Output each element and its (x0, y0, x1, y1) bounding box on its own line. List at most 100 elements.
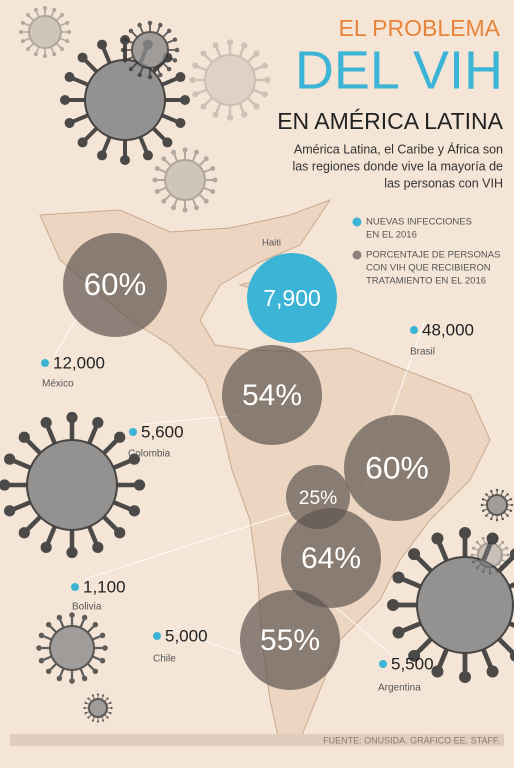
virus-spike-tip (91, 694, 94, 697)
virus-spike-tip (161, 156, 167, 162)
virus-body (49, 625, 95, 671)
virus-spike-tip (137, 22, 142, 28)
virus-spike-tip (241, 111, 248, 118)
virus-spike-tip (84, 701, 87, 704)
virus-body (131, 31, 169, 69)
region-name: Argentina (378, 683, 421, 694)
virus-spike-tip (96, 693, 100, 696)
virus-spike (489, 554, 507, 563)
virus-spike-tip (4, 505, 16, 517)
region-name: Brasil (410, 347, 435, 358)
virus-spike (476, 541, 491, 556)
virus-spike (184, 179, 214, 193)
virus-body (164, 159, 206, 201)
virus-spike-tip (26, 13, 31, 18)
treatment-circle (222, 345, 322, 445)
virus-spike-tip (182, 147, 188, 153)
virus-spike-tip (203, 198, 209, 204)
virus-spike-tip (40, 417, 52, 429)
virus-spike-tip (52, 7, 57, 12)
virus-spike-tip (471, 546, 475, 550)
virus-spike-tip (66, 546, 78, 559)
virus-spike-tip (97, 150, 108, 161)
virus-spike (35, 31, 46, 55)
infection-label: 12,000 (53, 353, 105, 372)
virus-spike-tip (40, 541, 52, 553)
virus-spike-tip (200, 50, 207, 57)
virus-spike-tip (106, 697, 109, 700)
virus-spike-tip (99, 657, 106, 664)
virus-spike-tip (175, 72, 186, 83)
virus-spike-tip (241, 42, 248, 49)
virus-spike-tip (253, 50, 260, 57)
virus-spike-tip (18, 431, 30, 443)
legend-text: TRATAMIENTO EN EL 2016 (366, 276, 486, 287)
virus-spike-tip (65, 39, 70, 44)
virus-spike (229, 79, 258, 108)
virus-spike-tip (84, 712, 87, 715)
virus-spike (229, 64, 266, 82)
virus-spike-tip (45, 668, 52, 675)
kicker: EL PROBLEMA (339, 15, 501, 41)
virus-spike-tip (510, 503, 514, 507)
virus-spike-tip (509, 498, 513, 501)
virus-spike-tip (87, 716, 90, 719)
region-name: Chile (153, 654, 176, 665)
virus-spike-tip (501, 566, 505, 570)
virus-spike-tip (99, 632, 106, 639)
virus-body (486, 494, 508, 516)
virus-spike (156, 167, 186, 181)
virus-spike-tip (212, 111, 219, 118)
virus-spike (214, 79, 232, 116)
virus-spike-tip (171, 205, 177, 211)
virus-spike-tip (480, 503, 484, 507)
virus-spike-tip (83, 706, 86, 710)
virus-spike-tip (506, 493, 509, 496)
infection-marker (379, 660, 387, 668)
virus-spike (473, 547, 491, 556)
virus-spike (27, 14, 46, 33)
virus-spike-tip (408, 548, 421, 561)
virus-decoration (480, 488, 514, 522)
virus-spike-tip (154, 188, 160, 194)
virus-body (26, 439, 118, 531)
virus-body (416, 556, 514, 654)
virus-spike-tip (392, 626, 405, 639)
infection-label: 5,600 (141, 422, 184, 441)
virus-spike-tip (128, 28, 134, 34)
virus-spike (22, 31, 46, 42)
virus-spike-tip (261, 91, 268, 98)
virus-spike-tip (154, 166, 160, 172)
treatment-label: 54% (242, 379, 302, 412)
virus-spike-tip (81, 675, 88, 682)
virus-spike-tip (408, 649, 421, 662)
virus-spike-tip (193, 205, 199, 211)
virus-spike-tip (501, 540, 505, 544)
virus-spike-tip (495, 488, 499, 492)
treatment-label: 25% (299, 488, 337, 509)
virus-spike-tip (19, 30, 23, 34)
virus-spike-tip (501, 517, 504, 521)
subtitle: EN AMÉRICA LATINA (277, 108, 503, 134)
virus-spike-tip (226, 114, 234, 121)
virus-spike-tip (481, 536, 485, 540)
virus-spike (473, 554, 491, 563)
virus-spike (228, 79, 246, 116)
virus-spike-tip (56, 614, 63, 621)
virus-spike (22, 22, 46, 33)
virus-spike-tip (56, 675, 63, 682)
virus-spike-tip (166, 28, 172, 34)
virus-spike-tip (485, 514, 488, 517)
virus-spike (489, 554, 498, 572)
virus-spike-tip (43, 6, 47, 10)
virus-decoration (36, 612, 108, 684)
virus-spike (44, 31, 55, 55)
virus-spike-tip (106, 716, 109, 719)
virus-body (204, 54, 256, 106)
virus-spike (489, 541, 504, 556)
virus-spike-tip (92, 621, 99, 628)
description-line: las personas con VIH (384, 176, 503, 190)
treatment-circle (240, 590, 340, 690)
virus-spike-tip (102, 694, 105, 697)
